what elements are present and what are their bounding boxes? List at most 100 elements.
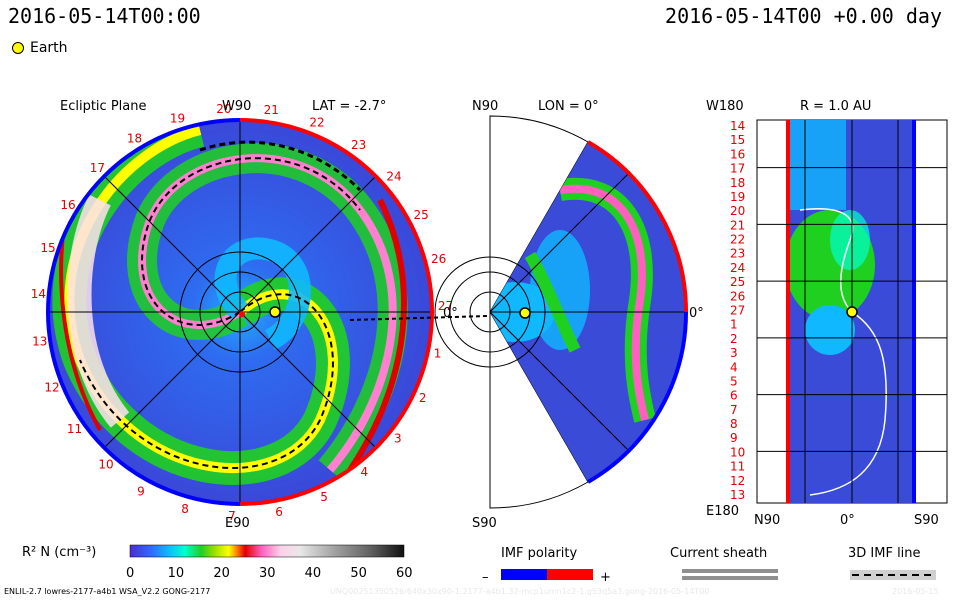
sphere-y-tick: 23 — [730, 247, 745, 261]
sphere-y-tick: 1 — [730, 318, 738, 332]
sphere-y-tick: 17 — [730, 162, 745, 176]
meridional-bottom-label: S90 — [472, 516, 497, 531]
ecliptic-carrington-label: 3 — [394, 432, 402, 446]
current-sheath-title: Current sheath — [670, 546, 767, 561]
colorbar-tick-label: 0 — [126, 566, 134, 581]
meridional-lon-label: LON = 0° — [538, 99, 599, 114]
imf-polarity-negative-swatch — [501, 569, 547, 580]
ecliptic-top-label: W90 — [222, 99, 251, 114]
footer-left: ENLIL-2.7 lowres-2177-a4b1 WSA_V2.2 GONG… — [4, 587, 211, 596]
ecliptic-carrington-label: 8 — [181, 502, 189, 516]
colorbar-tick-label: 20 — [213, 566, 230, 581]
footer-middle: UNQ00251350526/640x30x90-1.2177-a4b1.32-… — [330, 587, 710, 596]
colorbar-label: R² N (cm⁻³) — [22, 545, 96, 560]
sphere-y-tick: 4 — [730, 360, 738, 374]
sphere-y-tick: 10 — [730, 445, 745, 459]
sphere-y-tick: 13 — [730, 488, 745, 502]
sphere-y-tick: 26 — [730, 289, 745, 303]
colorbar-tick-label: 50 — [350, 566, 367, 581]
ecliptic-carrington-label: 9 — [137, 485, 145, 499]
imf-polarity-minus: – — [482, 570, 489, 585]
sphere-y-tick: 14 — [730, 119, 745, 133]
colorbar-tick-label: 60 — [396, 566, 413, 581]
sphere-y-tick: 5 — [730, 374, 738, 388]
sphere-y-tick: 9 — [730, 431, 738, 445]
sphere-y-tick: 18 — [730, 176, 745, 190]
earth-marker-meridional — [519, 307, 531, 319]
sphere-panel: 1415161718192021222324252627123456789101… — [730, 119, 948, 504]
sun-marker — [239, 311, 245, 317]
timestamp-left: 2016-05-14T00:00 — [8, 4, 201, 28]
ecliptic-carrington-label: 25 — [414, 208, 429, 222]
sphere-y-tick: 15 — [730, 133, 745, 147]
ecliptic-carrington-label: 27 — [438, 299, 453, 313]
ecliptic-lat-label: LAT = -2.7° — [312, 99, 386, 114]
sphere-y-tick: 27 — [730, 304, 745, 318]
ecliptic-carrington-label: 21 — [264, 103, 279, 117]
ecliptic-carrington-label: 13 — [32, 335, 47, 349]
sphere-y-tick: 22 — [730, 233, 745, 247]
imf-polarity-plus: + — [600, 570, 611, 585]
ecliptic-carrington-label: 5 — [320, 490, 328, 504]
sphere-r-label: R = 1.0 AU — [800, 99, 871, 114]
ecliptic-carrington-label: 16 — [60, 198, 75, 212]
sphere-y-tick: 24 — [730, 261, 745, 275]
sphere-y-tick: 6 — [730, 389, 738, 403]
ecliptic-rim-positive — [239, 118, 434, 506]
sphere-y-tick: 21 — [730, 218, 745, 232]
sphere-y-tick: 19 — [730, 190, 745, 204]
colorbar-tick-label: 10 — [168, 566, 185, 581]
ecliptic-carrington-label: 20 — [216, 102, 231, 116]
ecliptic-carrington-label: 23 — [351, 138, 366, 152]
sphere-y-tick: 2 — [730, 332, 738, 346]
timestamp-right: 2016-05-14T00 +0.00 day — [665, 4, 942, 28]
ecliptic-carrington-label: 11 — [67, 422, 82, 436]
colorbar — [129, 544, 405, 558]
sphere-y-tick: 25 — [730, 275, 745, 289]
current-sheath-swatch-top — [682, 569, 778, 573]
current-sheath-swatch-bottom — [682, 576, 778, 580]
ecliptic-carrington-label: 10 — [98, 457, 113, 471]
ecliptic-carrington-label: 7 — [228, 509, 236, 523]
sphere-y-tick: 16 — [730, 147, 745, 161]
earth-legend: Earth — [12, 40, 68, 56]
colorbar-tick-label: 30 — [259, 566, 276, 581]
sphere-y-tick: 11 — [730, 460, 745, 474]
sphere-bottom-left-label: E180 — [706, 504, 739, 519]
ecliptic-bottom-label: E90 — [225, 516, 250, 531]
meridional-panel — [434, 115, 689, 509]
sphere-y-tick: 3 — [730, 346, 738, 360]
meridional-top-label: N90 — [472, 99, 498, 114]
ecliptic-title: Ecliptic Plane — [60, 99, 146, 114]
sphere-top-left-label: W180 — [706, 99, 744, 114]
earth-legend-label: Earth — [30, 40, 68, 56]
sphere-y-tick: 8 — [730, 417, 738, 431]
ecliptic-carrington-label: 1 — [434, 346, 442, 360]
ecliptic-carrington-label: 22 — [309, 115, 324, 129]
earth-marker-sphere — [846, 306, 858, 318]
ecliptic-rim-negative — [46, 118, 241, 506]
ecliptic-carrington-label: 12 — [44, 380, 59, 394]
imf-polarity-positive-swatch — [547, 569, 593, 580]
sphere-x-tick-0: 0° — [840, 513, 855, 528]
meridional-zero-label: 0° — [689, 306, 704, 321]
ecliptic-carrington-label: 2 — [419, 391, 427, 405]
ecliptic-panel: 20 21222324252627123456789101112131415161… — [31, 102, 489, 523]
sphere-y-tick: 7 — [730, 403, 738, 417]
earth-marker-ecliptic — [269, 306, 281, 318]
imf-line-title: 3D IMF line — [848, 546, 921, 561]
ecliptic-carrington-label: 6 — [275, 505, 283, 519]
sphere-y-tick: 20 — [730, 204, 745, 218]
ecliptic-carrington-label: 18 — [127, 131, 142, 145]
sphere-y-tick: 12 — [730, 474, 745, 488]
ecliptic-carrington-label: 14 — [31, 287, 46, 301]
ecliptic-carrington-label: 4 — [361, 465, 369, 479]
ecliptic-carrington-label: 15 — [40, 241, 55, 255]
ecliptic-carrington-label: 26 — [431, 252, 446, 266]
sphere-x-tick-s90: S90 — [914, 513, 939, 528]
ecliptic-carrington-label: 19 — [170, 111, 185, 125]
ecliptic-carrington-label: 24 — [386, 169, 401, 183]
imf-polarity-title: IMF polarity — [501, 546, 577, 561]
footer-right: 2016-05-15 — [892, 587, 939, 596]
colorbar-tick-label: 40 — [305, 566, 322, 581]
